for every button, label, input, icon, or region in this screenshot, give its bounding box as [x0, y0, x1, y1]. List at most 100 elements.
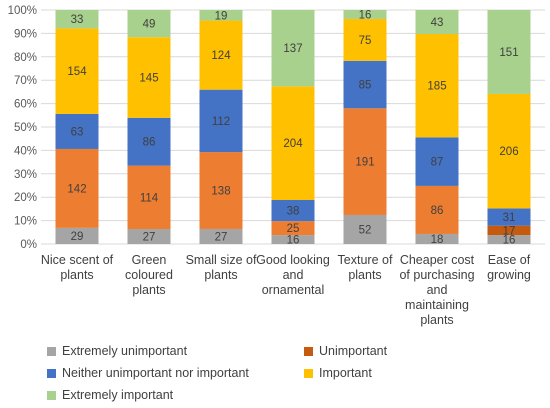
data-label: 29: [71, 231, 84, 243]
legend-item: Neither unimportant nor important: [47, 366, 249, 380]
data-label: 52: [359, 224, 372, 236]
bar-segment-neither: [487, 208, 531, 226]
legend-swatch: [304, 368, 313, 378]
data-label: 204: [283, 138, 303, 150]
bar-segment-extremely-unimportant: [199, 228, 243, 244]
bar-segment-important: [55, 28, 99, 114]
data-label: 43: [431, 17, 444, 29]
bar-segment-orange: [199, 152, 243, 229]
bar-segment-important: [343, 18, 387, 61]
y-tick-label: 40%: [14, 145, 37, 157]
bar-segment-important: [271, 86, 315, 200]
data-label: 124: [211, 50, 231, 62]
bar-segment-orange: [271, 221, 315, 236]
data-label: 154: [67, 66, 87, 78]
bar-segment-orange: [415, 185, 459, 234]
x-tick-label: Texture of: [338, 253, 393, 267]
data-label: 25: [287, 223, 300, 235]
x-tick-label: coloured: [125, 268, 173, 282]
data-label: 16: [287, 235, 300, 247]
bar-segment-neither: [415, 137, 459, 186]
data-label: 145: [139, 73, 158, 85]
legend-item: Important: [304, 366, 372, 380]
bar-segment-extremely-important: [127, 10, 171, 38]
bar-segment-extremely-important: [343, 10, 387, 19]
bar-segment-unimportant: [487, 225, 531, 236]
legend-item: Unimportant: [304, 344, 387, 358]
data-label: 151: [499, 47, 518, 59]
data-label: 142: [67, 183, 86, 195]
x-tick-label: and: [427, 283, 448, 297]
bar-segment-neither: [127, 117, 171, 166]
x-tick-label: plants: [204, 268, 237, 282]
bar-segment-neither: [343, 60, 387, 109]
x-tick-label: plants: [348, 268, 381, 282]
bar-segment-extremely-unimportant: [55, 227, 99, 244]
bar-segment-important: [415, 34, 459, 138]
data-label: 27: [215, 231, 228, 243]
x-tick-label: plants: [60, 268, 93, 282]
bar-segment-orange: [55, 148, 99, 228]
x-tick-label: Ease of: [488, 253, 531, 267]
x-tick-label: plants: [132, 283, 165, 297]
bar-segment-extremely-unimportant: [343, 214, 387, 244]
data-label: 27: [143, 231, 156, 243]
legend-label: Important: [319, 366, 372, 380]
data-label: 18: [431, 234, 444, 246]
data-label: 86: [143, 137, 156, 149]
x-tick-label: Good looking: [256, 253, 330, 267]
data-label: 191: [355, 157, 374, 169]
bar-segment-extremely-important: [55, 10, 99, 29]
x-tick-label: and: [283, 268, 304, 282]
bar-segment-extremely-unimportant: [271, 235, 315, 244]
data-label: 63: [71, 126, 84, 138]
legend-swatch: [47, 368, 56, 378]
data-label: 86: [431, 205, 444, 217]
legend-label: Neither unimportant nor important: [62, 366, 249, 380]
bars: [55, 10, 531, 244]
legend-item: Extremely unimportant: [47, 344, 187, 358]
y-tick-label: 100%: [8, 5, 37, 17]
data-label: 49: [143, 19, 156, 31]
bar-segment-extremely-unimportant: [127, 228, 171, 244]
x-tick-label: Small size of: [186, 253, 257, 267]
data-label: 112: [212, 116, 230, 128]
data-label: 137: [283, 43, 302, 55]
x-tick-label: Nice scent of: [41, 253, 114, 267]
data-label: 206: [499, 146, 518, 158]
legend-swatch: [47, 390, 56, 400]
y-tick-label: 50%: [14, 122, 37, 134]
y-tick-label: 80%: [14, 52, 37, 64]
x-tick-label: ornamental: [262, 283, 325, 297]
bar-segment-extremely-important: [487, 10, 531, 94]
bar-segment-orange: [343, 108, 387, 215]
data-labels: 2914263154332711486145492713811212419162…: [67, 9, 518, 246]
x-tick-label: Cheaper cost: [400, 253, 475, 267]
bar-segment-neither: [55, 113, 99, 149]
data-label: 38: [287, 206, 300, 218]
legend-swatch: [47, 346, 56, 356]
legend-label: Unimportant: [319, 344, 388, 358]
bar-segment-extremely-important: [415, 10, 459, 35]
y-tick-label: 30%: [14, 169, 37, 181]
bar-segment-extremely-important: [199, 10, 243, 21]
x-tick-label: Green: [132, 253, 167, 267]
bar-segment-neither: [271, 199, 315, 222]
bar-segment-extremely-important: [271, 10, 315, 87]
data-label: 16: [503, 235, 516, 247]
y-tick-label: 0%: [20, 239, 37, 251]
data-label: 185: [427, 81, 446, 93]
y-tick-label: 20%: [14, 192, 37, 204]
data-label: 114: [140, 192, 159, 204]
data-label: 31: [503, 212, 516, 224]
legend-label: Extremely important: [62, 388, 174, 402]
data-label: 85: [359, 80, 372, 92]
data-label: 87: [431, 157, 444, 169]
x-tick-label: plants: [420, 313, 453, 327]
bar-segment-important: [199, 20, 243, 90]
bar-segment-extremely-unimportant: [487, 235, 531, 244]
data-label: 75: [359, 35, 372, 47]
bar-segment-important: [487, 93, 531, 209]
bar-segment-extremely-unimportant: [415, 233, 459, 244]
